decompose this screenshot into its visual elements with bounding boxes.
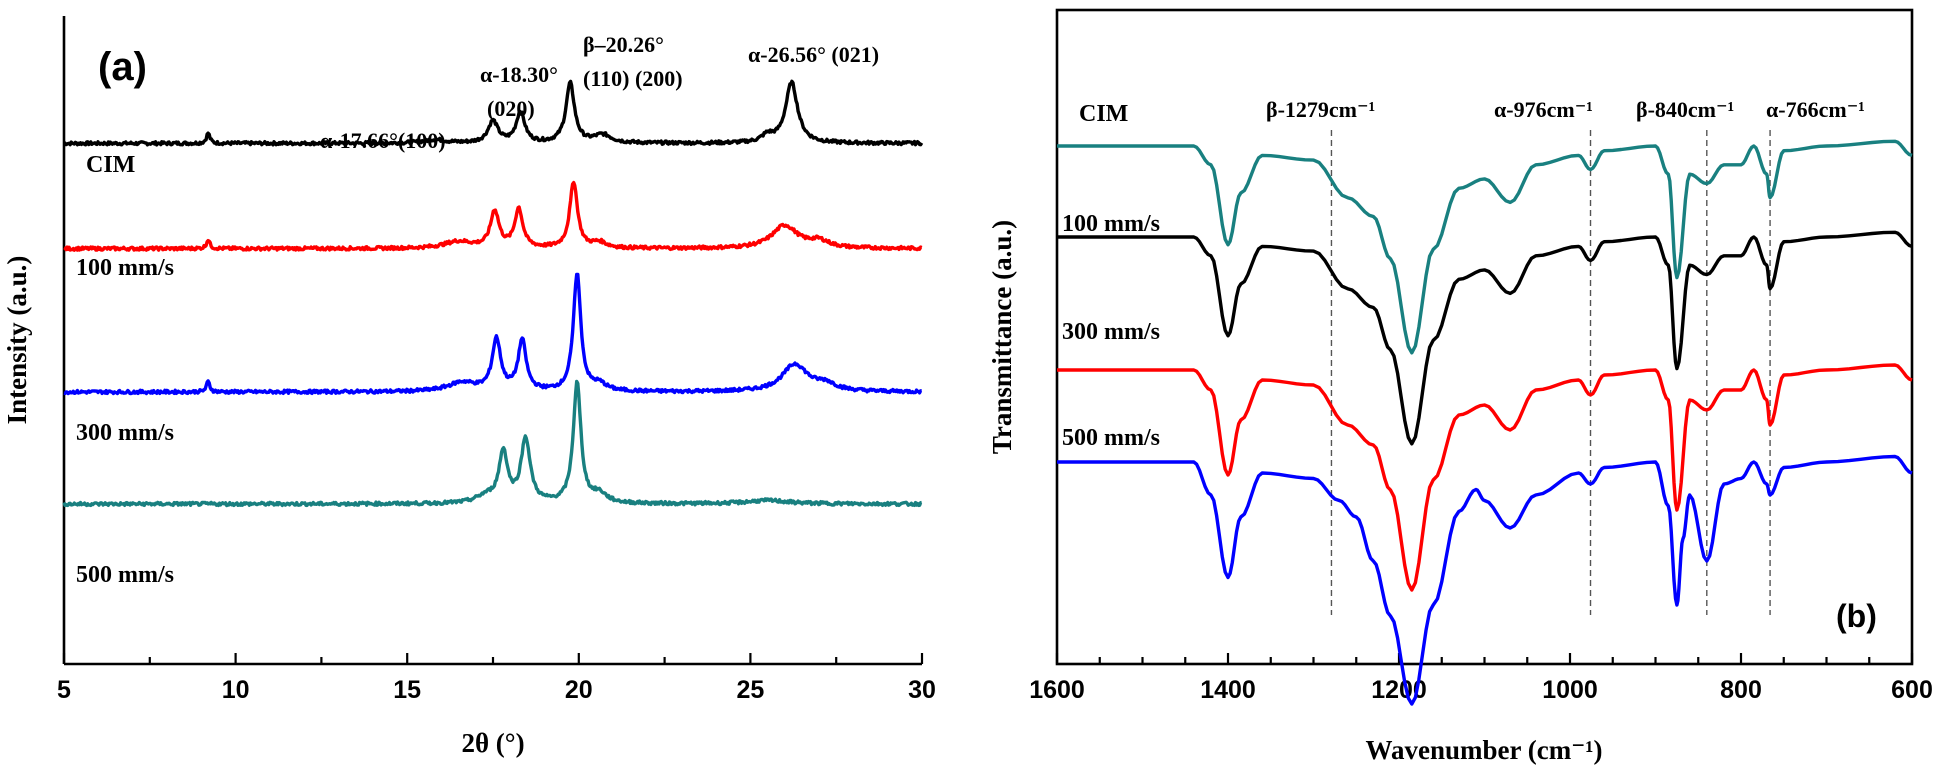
panel-b-label: (b)	[1836, 598, 1877, 634]
x-tick-label: 1000	[1542, 676, 1598, 704]
series-500-mm-s-line	[1057, 454, 1913, 706]
x-tick-label: 30	[908, 676, 936, 704]
series-label-500-mm-s: 500 mm/s	[1062, 425, 1160, 451]
x-tick-label: 25	[736, 676, 764, 704]
series-cim-line	[1057, 139, 1913, 355]
series-label-300-mm-s: 300 mm/s	[76, 420, 174, 446]
series-100-mm-s-line	[63, 180, 923, 252]
annotation-110-200: (110) (200)	[583, 66, 683, 91]
x-tick-label: 1600	[1029, 676, 1085, 704]
panel-b-traces	[1057, 139, 1913, 706]
x-tick-label: 10	[222, 676, 250, 704]
panel-b-series-labels: CIM 100 mm/s 300 mm/s 500 mm/s	[1062, 101, 1160, 451]
annotation-a-766: α-766cm⁻¹	[1766, 97, 1865, 122]
x-tick-label: 20	[565, 676, 593, 704]
series-500-mm-s-line	[62, 379, 923, 508]
series-300-mm-s-line	[63, 272, 923, 396]
panel-a-x-axis-label: 2θ (°)	[461, 728, 524, 758]
series-label-500-mm-s: 500 mm/s	[76, 562, 174, 588]
annotation-a-020: (020)	[487, 96, 535, 121]
series-label-300-mm-s: 300 mm/s	[1062, 319, 1160, 345]
series-label-cim: CIM	[1079, 101, 1128, 127]
x-tick-label: 800	[1720, 676, 1762, 704]
series-label-cim: CIM	[86, 152, 135, 178]
x-tick-label: 5	[57, 676, 71, 704]
panel-a-series-labels: CIM 100 mm/s 300 mm/s 500 mm/s	[76, 152, 174, 588]
panel-b-x-ticks: 1600 1400 1200 1000 800 600	[1029, 653, 1933, 704]
annotation-a-26-56: α-26.56° (021)	[748, 42, 879, 67]
x-tick-label: 15	[393, 676, 421, 704]
x-tick-label: 1400	[1200, 676, 1256, 704]
series-label-100-mm-s: 100 mm/s	[1062, 211, 1160, 237]
annotation-b-840: β-840cm⁻¹	[1636, 97, 1734, 122]
panel-a-x-ticks: 5 10 15 20 25 30	[57, 653, 936, 704]
panel-a-y-axis-label: Intensity (a.u.)	[2, 256, 32, 425]
panel-b-y-axis-label: Transmittance (a.u.)	[987, 220, 1017, 454]
annotation-b-1279: β-1279cm⁻¹	[1266, 97, 1375, 122]
annotation-a-17-66: α-17.66°(100)	[320, 128, 446, 153]
panel-b-x-axis-label: Wavenumber (cm⁻¹)	[1365, 735, 1602, 765]
series-100-mm-s-line	[1057, 230, 1913, 446]
panel-b-reference-lines	[1330, 130, 1771, 615]
series-cim-line	[63, 79, 924, 147]
series-label-100-mm-s: 100 mm/s	[76, 255, 174, 281]
panel-a-label: (a)	[98, 45, 147, 89]
panel-a-traces	[62, 79, 924, 508]
annotation-a-976: α-976cm⁻¹	[1494, 97, 1593, 122]
x-tick-label: 600	[1891, 676, 1933, 704]
annotation-b-20-26: β–20.26°	[583, 32, 664, 57]
series-300-mm-s-line	[1057, 363, 1913, 592]
annotation-a-18-30: α-18.30°	[480, 62, 558, 87]
